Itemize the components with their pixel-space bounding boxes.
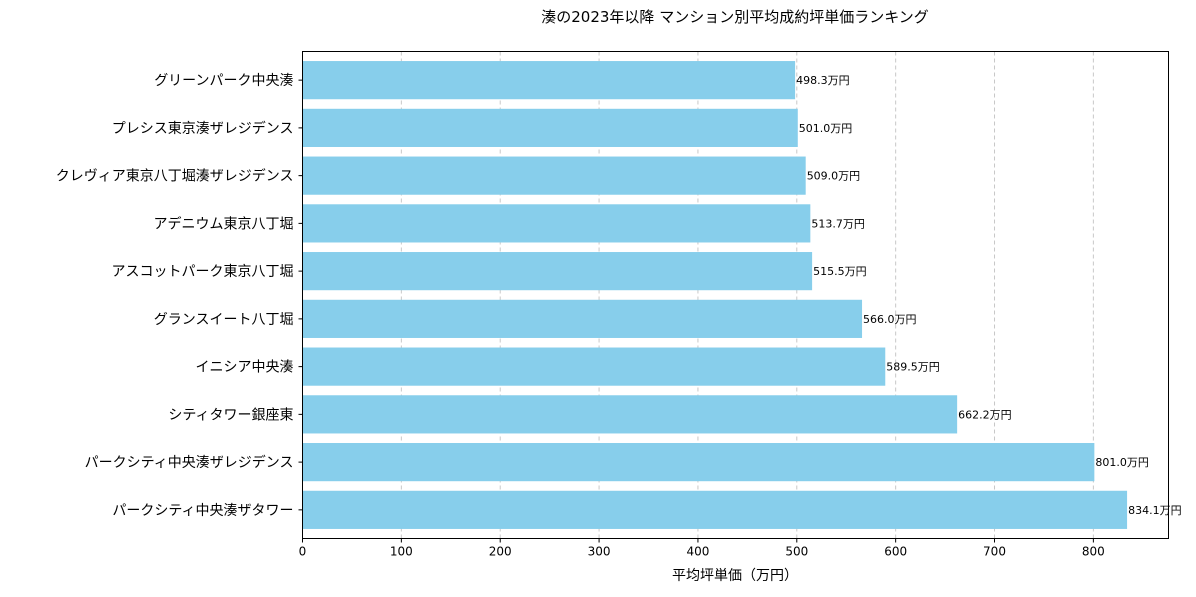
y-tick-label: パークシティ中央湊ザタワー — [112, 502, 293, 519]
bar — [302, 108, 798, 147]
data-label: 566.0万円 — [863, 313, 917, 326]
y-tick-label: グランスイート八丁堀 — [154, 312, 294, 328]
y-tick-label: アデニウム東京八丁堀 — [154, 215, 294, 232]
x-tick-label: 700 — [983, 545, 1006, 559]
bar — [302, 252, 813, 291]
data-label: 834.1万円 — [1128, 504, 1182, 517]
x-tick-label: 100 — [390, 545, 413, 559]
bar — [302, 299, 863, 338]
data-label: 498.3万円 — [796, 74, 850, 87]
bar — [302, 395, 958, 434]
bar — [302, 347, 886, 386]
bar — [302, 61, 796, 100]
y-axis: グリーンパーク中央湊プレシス東京湊ザレジデンスクレヴィア東京八丁堀湊ザレジデンス… — [56, 72, 303, 519]
data-label: 589.5万円 — [886, 361, 940, 374]
x-tick-label: 300 — [588, 545, 611, 559]
x-tick-label: 400 — [686, 545, 709, 559]
plot-frame — [302, 51, 1169, 539]
x-axis: 0 100 200 300 400 500 600 700 800 — [299, 538, 1105, 559]
bar — [302, 490, 1128, 529]
data-label: 501.0万円 — [799, 122, 853, 135]
chart-title: 湊の2023年以降 マンション別平均成約坪単価ランキング — [541, 8, 929, 26]
y-tick-label: イニシア中央湊 — [196, 359, 294, 376]
data-label: 513.7万円 — [811, 217, 865, 230]
bar — [302, 156, 806, 195]
data-label: 801.0万円 — [1095, 456, 1149, 469]
bar — [302, 204, 811, 243]
y-tick-label: パークシティ中央湊ザレジデンス — [85, 454, 294, 471]
x-tick-label: 800 — [1082, 545, 1105, 559]
x-tick-label: 200 — [489, 545, 512, 559]
data-label: 509.0万円 — [807, 170, 861, 183]
data-label: 515.5万円 — [813, 265, 867, 278]
bar — [302, 443, 1095, 482]
x-axis-label: 平均坪単価（万円） — [672, 568, 798, 584]
y-tick-label: シティタワー銀座東 — [168, 407, 293, 423]
x-tick-label: 600 — [884, 545, 907, 559]
data-label: 662.2万円 — [958, 408, 1012, 421]
x-tick-label: 0 — [299, 545, 307, 559]
y-tick-label: プレシス東京湊ザレジデンス — [112, 120, 294, 137]
x-tick-label: 500 — [785, 545, 808, 559]
y-tick-label: グリーンパーク中央湊 — [154, 72, 293, 89]
y-tick-label: アスコットパーク東京八丁堀 — [112, 264, 294, 280]
bars: 498.3万円 501.0万円 509.0万円 513.7万円 515.5万円 566.0… — [302, 61, 1182, 529]
y-tick-label: クレヴィア東京八丁堀湊ザレジデンス — [56, 168, 294, 185]
